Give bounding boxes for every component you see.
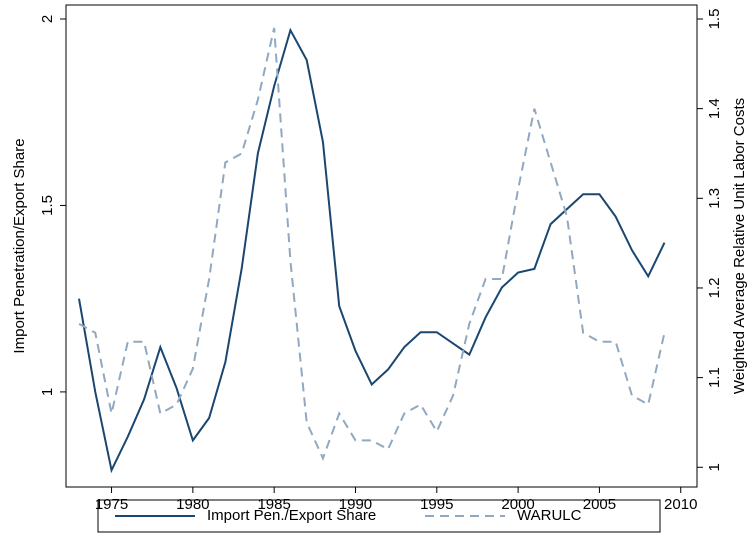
y-tick-label: 2 [39,15,56,23]
x-tick-label: 1995 [420,496,453,513]
y-tick-label: 1.5 [39,195,56,216]
y2-tick-label: 1 [706,463,723,471]
y2-axis-title: Weighted Average Relative Unit Labor Cos… [731,98,748,394]
y-tick-label: 1 [39,388,56,396]
plot-frame [65,4,698,488]
x-tick-label: 1975 [95,496,128,513]
legend-label: Import Pen./Export Share [207,507,376,524]
series-line [78,27,666,461]
x-tick-label: 2005 [583,496,616,513]
y-axis-title: Import Penetration/Export Share [11,138,28,353]
y2-tick-label: 1.3 [706,188,723,209]
x-tick-label: 1990 [339,496,372,513]
y2-tick-label: 1.4 [706,98,723,119]
x-tick-label: 2000 [501,496,534,513]
x-tick-label: 1980 [176,496,209,513]
y2-tick-label: 1.2 [706,278,723,299]
y2-tick-label: 1.1 [706,367,723,388]
legend-label: WARULC [517,507,582,524]
series-line [78,27,666,474]
x-tick-label: 1985 [257,496,290,513]
y2-tick-label: 1.5 [706,9,723,30]
x-tick-label: 2010 [664,496,697,513]
